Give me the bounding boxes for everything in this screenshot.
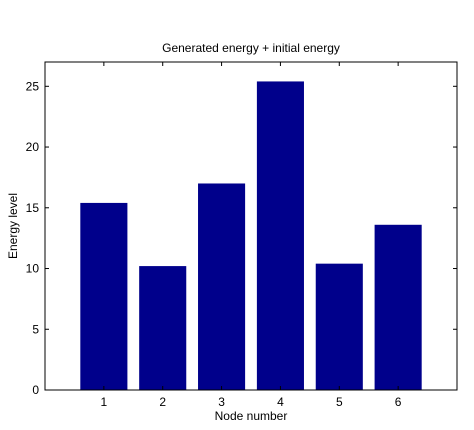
y-tick-label-0: 0 [32, 383, 39, 397]
bar-node-4 [256, 81, 304, 390]
bar-node-5 [315, 263, 363, 390]
plot-frame [44, 61, 458, 391]
x-tick-label-4: 4 [277, 395, 284, 409]
y-axis-label: Energy level [6, 193, 20, 259]
chart-title: Generated energy + initial energy [162, 41, 340, 55]
y-tick-label-25: 25 [26, 79, 40, 93]
ticks-group: 1 2 3 4 5 6 0 5 10 15 20 25 [26, 62, 457, 409]
y-tick-label-5: 5 [32, 322, 39, 336]
y-tick-label-20: 20 [26, 140, 40, 154]
y-tick-label-10: 10 [26, 262, 40, 276]
x-tick-label-3: 3 [218, 395, 225, 409]
y-tick-label-15: 15 [26, 201, 40, 215]
x-tick-label-5: 5 [336, 395, 343, 409]
x-tick-label-2: 2 [159, 395, 166, 409]
x-tick-label-6: 6 [395, 395, 402, 409]
bar-node-1 [80, 202, 128, 390]
bar-node-6 [374, 224, 422, 390]
bars-group [80, 81, 422, 390]
x-axis-label: Node number [215, 409, 288, 423]
bar-node-3 [198, 183, 246, 390]
x-tick-label-1: 1 [101, 395, 108, 409]
bar-node-2 [139, 266, 187, 390]
